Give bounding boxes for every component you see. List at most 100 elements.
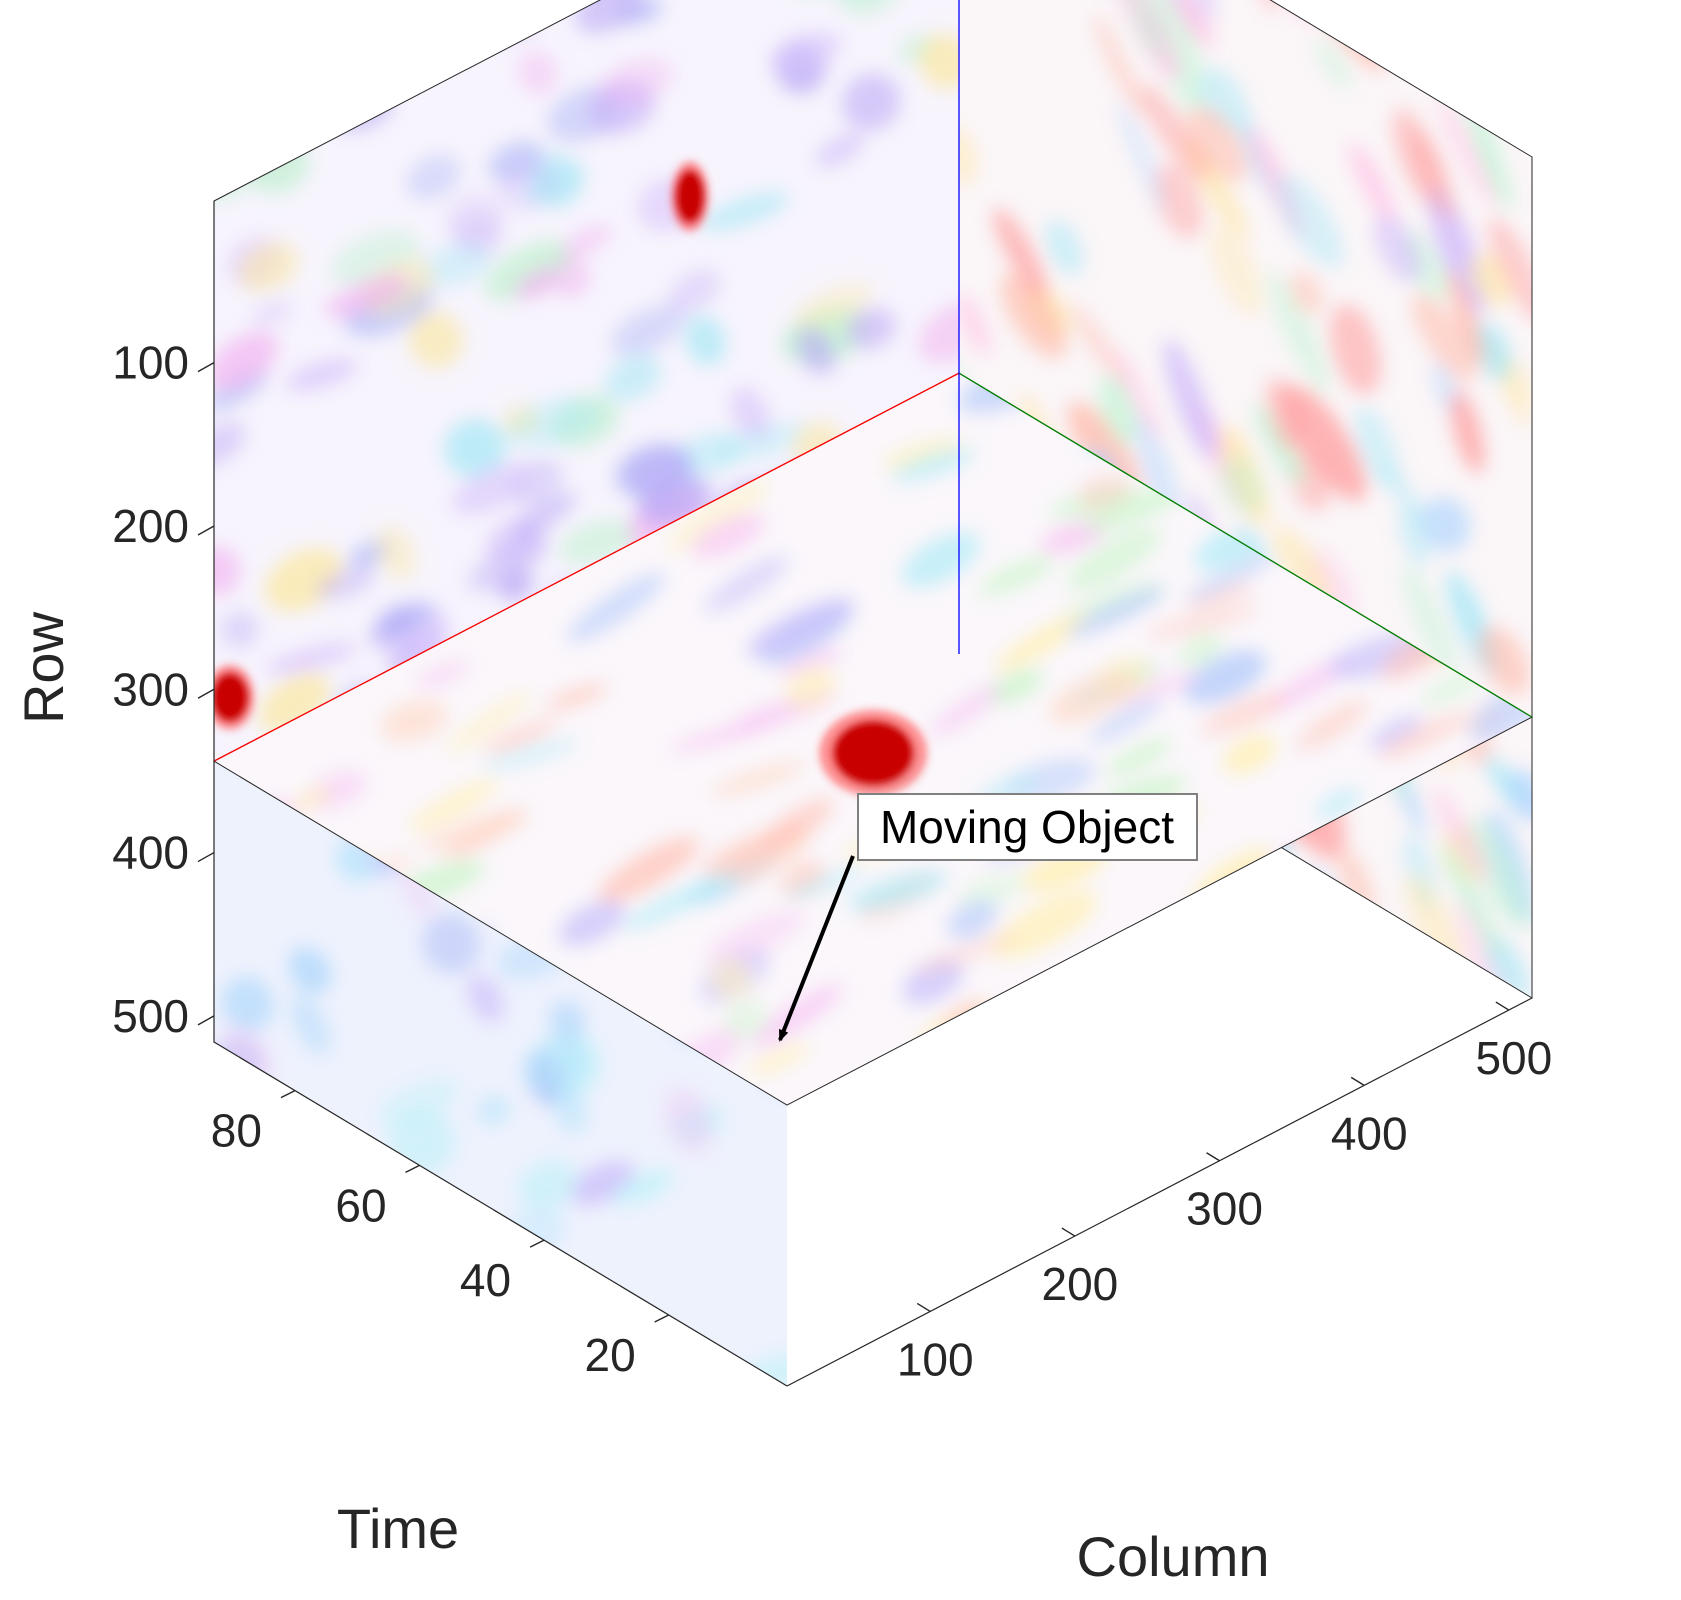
texture-blob [1171,0,1215,49]
column-tick [916,1302,931,1313]
texture-blob [1178,632,1224,668]
texture-blob [1465,817,1532,930]
texture-blob [883,438,964,471]
texture-blob [947,898,998,940]
texture-blob [552,1082,587,1134]
texture-blob [1045,219,1084,276]
column-tick [1350,1076,1365,1086]
texture-blob [376,1077,460,1129]
texture-blob [250,299,293,327]
texture-blob [1069,303,1130,389]
texture-blob [1117,101,1168,214]
column-tick [1206,1152,1220,1162]
texture-blob [691,513,765,559]
texture-blob [416,659,469,689]
texture-blob [511,491,577,540]
texture-blob [233,1275,268,1317]
column-tick-label: 300 [1186,1183,1263,1235]
texture-blob [418,243,490,288]
texture-blob [1378,713,1468,760]
texture-blob [918,301,959,364]
texture-blob [1210,224,1263,316]
texture-blob [1483,753,1520,804]
texture-blob [238,242,299,292]
row-tick-label: 400 [112,827,189,879]
texture-blob [1218,456,1264,515]
texture-blob [690,871,741,905]
texture-blob [517,1159,579,1210]
texture-blob [389,0,450,23]
column-axis-title: Column [1077,1525,1270,1588]
texture-blob [846,307,897,350]
texture-blob [1461,0,1521,49]
time-axis-line [213,1041,788,1387]
texture-blob [770,31,842,72]
texture-blob [1367,0,1419,38]
texture-blob [1274,963,1315,995]
row-tick-label: 500 [112,990,189,1042]
column-tick-label: 400 [1331,1107,1408,1159]
texture-blob [342,0,411,1]
texture-blob [1451,390,1485,474]
column-tick [1061,1227,1076,1237]
texture-blob [1421,496,1471,552]
texture-blob [1267,271,1331,395]
texture-blob [558,899,626,947]
texture-blob [214,422,246,469]
texture-blob [1412,293,1476,384]
texture-blob [575,0,644,34]
texture-blob [1073,950,1161,1001]
annotation-box [857,793,1198,861]
texture-blob [1272,526,1332,605]
texture-blob [1440,842,1503,959]
column-tick-label: 200 [1041,1258,1118,1310]
texture-blob [1223,735,1277,774]
texture-blob [1450,0,1492,30]
texture-blob [443,1313,515,1370]
texture-blob [1151,0,1205,114]
texture-blob [748,1043,810,1076]
texture-blob [289,947,331,995]
texture-blob [598,836,699,903]
texture-blob [321,5,402,62]
texture-blob [1093,14,1145,117]
time-tick-label: 60 [335,1179,386,1231]
texture-blob [1447,269,1485,367]
texture-blob [483,720,558,753]
row-tick [197,1015,215,1026]
time-tick [280,1089,296,1099]
row-axis-title: Row [12,611,75,724]
texture-blob [221,976,274,1032]
texture-blob [611,305,685,357]
texture-blob [700,192,789,232]
texture-blob [1238,1009,1277,1032]
texture-blob [710,958,753,1000]
texture-blob [1227,1056,1327,1106]
texture-blob [1139,967,1168,998]
texture-blob [567,572,665,643]
texture-blob [836,0,901,16]
texture-blob [380,699,448,743]
texture-blob [1207,1033,1253,1057]
texture-blob [422,913,481,974]
texture-blob [959,872,1026,909]
back-slice-edge-spot [214,673,248,722]
texture-blob [421,811,529,851]
texture-blob [891,447,975,483]
column-tick-label: 500 [1475,1032,1552,1084]
texture-blob [1089,695,1163,744]
slice-intersection-red [213,372,960,762]
texture-blob [452,461,534,515]
column-axis-line [786,997,1533,1387]
back-slice-spot [675,170,704,223]
texture-blob [1446,0,1510,35]
texture-blob [1437,96,1498,209]
texture-blob [796,327,836,375]
texture-blob [1315,39,1352,90]
texture-blob [1126,0,1165,60]
texture-blob [1367,973,1432,1002]
texture-blob [1283,384,1367,502]
texture-blob [1330,304,1381,395]
texture-blob [1114,350,1162,441]
texture-blob [1431,787,1491,882]
